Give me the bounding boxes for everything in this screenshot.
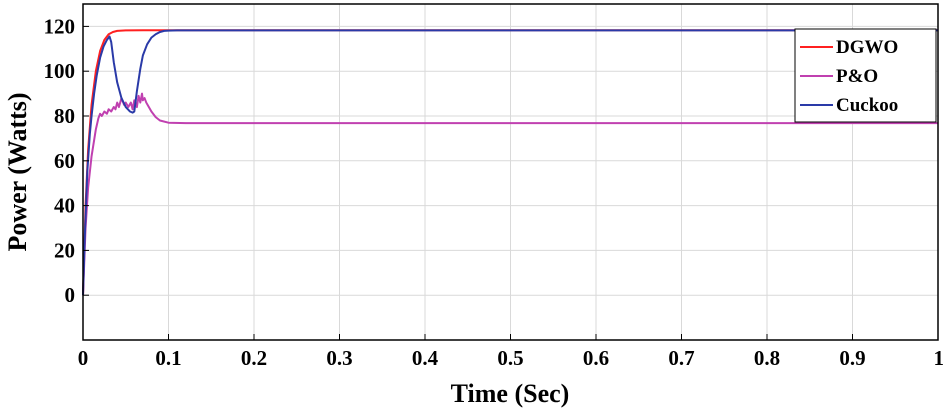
x-axis-label: Time (Sec) xyxy=(451,379,570,408)
x-tick-label: 0.1 xyxy=(155,346,181,370)
y-tick-label: 80 xyxy=(54,104,75,128)
x-tick-label: 0.9 xyxy=(839,346,865,370)
x-tick-label: 0.6 xyxy=(583,346,609,370)
x-tick-label: 0 xyxy=(78,346,89,370)
y-tick-labels: 0 20 40 60 80 100 120 xyxy=(44,14,89,307)
series-line-p-o xyxy=(82,92,938,296)
legend: DGWO P&O Cuckoo xyxy=(794,28,937,123)
x-tick-label: 0.3 xyxy=(326,346,352,370)
legend-label: Cuckoo xyxy=(836,95,898,116)
y-tick-label: 120 xyxy=(44,14,76,38)
x-tick-label: 0.2 xyxy=(241,346,267,370)
y-tick-label: 0 xyxy=(65,283,76,307)
y-tick-label: 100 xyxy=(44,59,76,83)
x-tick-label: 0.8 xyxy=(754,346,780,370)
series-line-cuckoo xyxy=(82,29,938,296)
legend-label: DGWO xyxy=(836,37,898,58)
x-tick-label: 0.4 xyxy=(412,346,439,370)
y-axis-label: Power (Watts) xyxy=(3,92,32,251)
series-lines xyxy=(82,29,938,296)
x-tick-label: 0.5 xyxy=(497,346,523,370)
y-tick-label: 20 xyxy=(54,238,75,262)
x-tick-labels: 0 0.1 0.2 0.3 0.4 0.5 0.6 0.7 0.8 0.9 1 xyxy=(78,334,944,370)
y-tick-label: 40 xyxy=(54,194,75,218)
legend-label: P&O xyxy=(836,66,878,87)
x-tick-label: 0.7 xyxy=(668,346,694,370)
y-tick-label: 60 xyxy=(54,149,75,173)
x-tick-label: 1 xyxy=(934,346,945,370)
